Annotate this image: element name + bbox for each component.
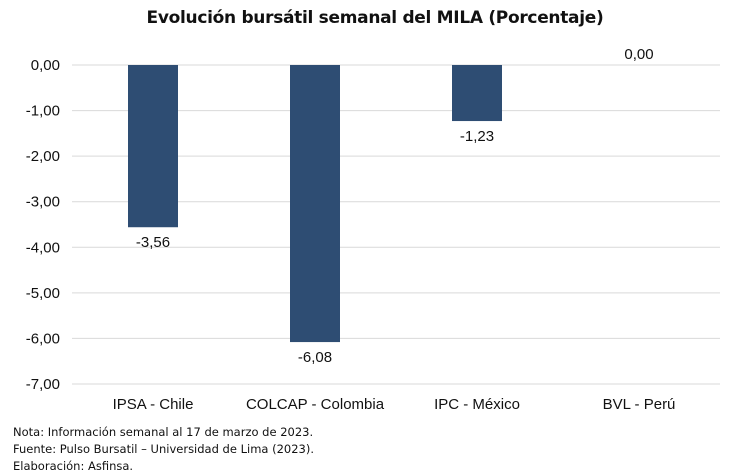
note-text: Nota: Información semanal al 17 de marzo… xyxy=(13,425,314,439)
data-label: -6,08 xyxy=(298,349,332,366)
data-labels: -3,56 -6,08 -1,23 0,00 xyxy=(136,46,654,366)
y-tick-label: -1,00 xyxy=(26,103,60,120)
bar xyxy=(128,65,178,228)
footnotes: Nota: Información semanal al 17 de marzo… xyxy=(13,424,314,475)
bars xyxy=(128,65,502,343)
x-tick-label: IPC - México xyxy=(434,396,520,413)
bar xyxy=(290,65,340,343)
chart-title: Evolución bursátil semanal del MILA (Por… xyxy=(146,8,604,28)
data-label: -1,23 xyxy=(460,128,494,145)
x-tick-label: IPSA - Chile xyxy=(113,396,194,413)
y-tick-label: -2,00 xyxy=(26,148,60,165)
bar xyxy=(452,65,502,122)
source-text: Fuente: Pulso Bursatil – Universidad de … xyxy=(13,442,314,456)
x-axis-ticks: IPSA - Chile COLCAP - Colombia IPC - Méxic… xyxy=(113,396,676,413)
y-tick-label: -3,00 xyxy=(26,194,60,211)
x-tick-label: COLCAP - Colombia xyxy=(246,396,385,413)
y-axis-ticks: 0,00 -1,00 -2,00 -3,00 -4,00 -5,00 -6,00 -7,00 xyxy=(26,57,60,393)
author-text: Elaboración: Asfinsa. xyxy=(13,459,134,473)
bar-chart: 0,00-1,00-2,00-3,00-4,00-5,00-6,00-7,00 … xyxy=(26,46,720,413)
x-tick-label: BVL - Perú xyxy=(603,396,676,413)
y-tick-label: 0,00 xyxy=(31,57,60,74)
data-label: 0,00 xyxy=(624,46,653,63)
y-tick-label: -4,00 xyxy=(26,239,60,256)
gridlines xyxy=(72,64,720,385)
y-tick-label: -7,00 xyxy=(26,376,60,393)
y-tick-label: -6,00 xyxy=(26,330,60,347)
data-label: -3,56 xyxy=(136,234,170,251)
y-tick-label: -5,00 xyxy=(26,285,60,302)
